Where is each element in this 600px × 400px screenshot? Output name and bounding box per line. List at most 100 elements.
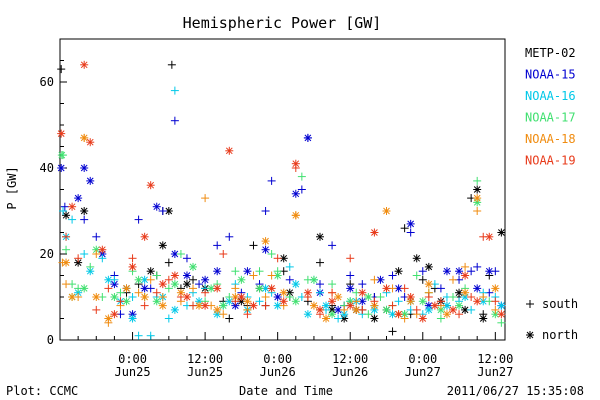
- star-stroke: [316, 306, 324, 314]
- data-point-south: [334, 314, 343, 323]
- data-point-south: [400, 314, 409, 323]
- star-stroke: [280, 289, 288, 297]
- star-stroke: [111, 280, 118, 288]
- star-stroke: [365, 293, 372, 301]
- data-point-south: [201, 194, 210, 203]
- data-point-south: [134, 288, 143, 297]
- data-point-north: [182, 280, 191, 289]
- data-point-north: [80, 133, 89, 142]
- marker-legend: south north: [526, 297, 578, 342]
- data-point-north: [442, 310, 451, 319]
- data-point-north: [382, 284, 391, 293]
- data-point-south: [388, 301, 397, 310]
- x-tick-date-label: Jun27: [405, 365, 441, 379]
- star-stroke: [358, 289, 366, 297]
- star-stroke: [383, 306, 390, 314]
- star-stroke: [292, 190, 300, 198]
- star-stroke: [92, 293, 100, 301]
- data-point-north: [424, 262, 433, 271]
- data-point-north: [231, 301, 240, 310]
- data-point-north: [86, 176, 95, 185]
- data-point-south: [473, 262, 482, 271]
- star-stroke: [62, 259, 70, 266]
- star-stroke: [86, 177, 94, 185]
- star-stroke: [213, 285, 221, 292]
- star-stroke: [389, 310, 396, 318]
- star-stroke: [123, 285, 130, 292]
- data-point-north: [485, 267, 494, 276]
- data-point-north: [104, 275, 113, 284]
- data-point-south: [370, 297, 379, 306]
- star-stroke: [238, 293, 245, 301]
- data-point-south: [267, 176, 276, 185]
- star-stroke: [461, 289, 469, 297]
- data-point-south: [394, 297, 403, 306]
- y-axis-label: P [GW]: [5, 166, 19, 209]
- data-point-north: [249, 301, 258, 310]
- x-axis: 0:00Jun2512:00Jun250:00Jun2612:00Jun260:…: [77, 332, 513, 379]
- legend-entry: NOAA-19: [525, 154, 576, 168]
- data-point-south: [315, 280, 324, 289]
- star-stroke: [425, 263, 433, 271]
- star-stroke: [455, 267, 463, 275]
- data-point-north: [140, 284, 149, 293]
- data-point-north: [62, 211, 71, 220]
- data-point-south: [128, 254, 137, 263]
- data-point-south: [158, 293, 167, 301]
- data-point-north: [382, 305, 391, 314]
- data-point-south: [164, 284, 173, 293]
- star-stroke: [105, 315, 112, 322]
- data-point-north: [497, 301, 506, 310]
- data-point-south: [400, 284, 409, 293]
- star-stroke: [292, 297, 300, 305]
- star-stroke: [92, 246, 100, 254]
- data-point-south: [152, 271, 161, 280]
- data-point-south: [182, 254, 191, 263]
- data-point-south: [201, 288, 210, 297]
- star-stroke: [425, 280, 433, 288]
- data-point-south: [315, 288, 324, 297]
- star-stroke: [407, 220, 415, 228]
- star-stroke: [268, 285, 275, 292]
- star-stroke: [171, 250, 179, 258]
- x-tick-date-label: Jun27: [477, 365, 513, 379]
- star-stroke: [383, 285, 390, 292]
- data-point-north: [201, 301, 210, 310]
- data-point-north: [98, 245, 107, 254]
- data-point-north: [358, 288, 367, 297]
- star-stroke: [74, 194, 82, 202]
- data-point-north: [146, 181, 155, 190]
- data-point-south: [297, 172, 306, 181]
- star-stroke: [280, 254, 288, 262]
- data-point-south: [134, 331, 143, 340]
- star-stroke: [80, 134, 88, 142]
- data-point-south: [231, 267, 240, 276]
- data-point-north: [189, 262, 198, 271]
- chart-title: Hemispheric Power [GW]: [183, 14, 382, 32]
- star-stroke: [395, 285, 402, 292]
- data-point-south: [164, 275, 173, 284]
- south-marker-symbol: [526, 300, 534, 308]
- data-point-south: [60, 202, 69, 211]
- star-stroke: [68, 203, 76, 211]
- marker-legend-label: south: [542, 297, 578, 311]
- star-stroke: [310, 276, 318, 284]
- data-point-south: [249, 241, 258, 250]
- data-point-north: [128, 262, 137, 271]
- data-point-north: [291, 280, 300, 289]
- data-point-north: [92, 293, 101, 301]
- data-point-south: [134, 215, 143, 224]
- data-point-north: [346, 284, 355, 293]
- star-stroke: [80, 164, 88, 172]
- star-stroke: [135, 276, 142, 284]
- x-tick-date-label: Jun26: [260, 365, 296, 379]
- star-stroke: [491, 285, 499, 292]
- star-stroke: [141, 285, 149, 292]
- data-point-north: [74, 194, 83, 203]
- data-point-south: [436, 284, 445, 293]
- star-stroke: [280, 297, 288, 305]
- data-point-south: [261, 301, 270, 310]
- star-stroke: [274, 272, 282, 279]
- data-point-south: [364, 310, 373, 319]
- data-point-south: [449, 275, 458, 284]
